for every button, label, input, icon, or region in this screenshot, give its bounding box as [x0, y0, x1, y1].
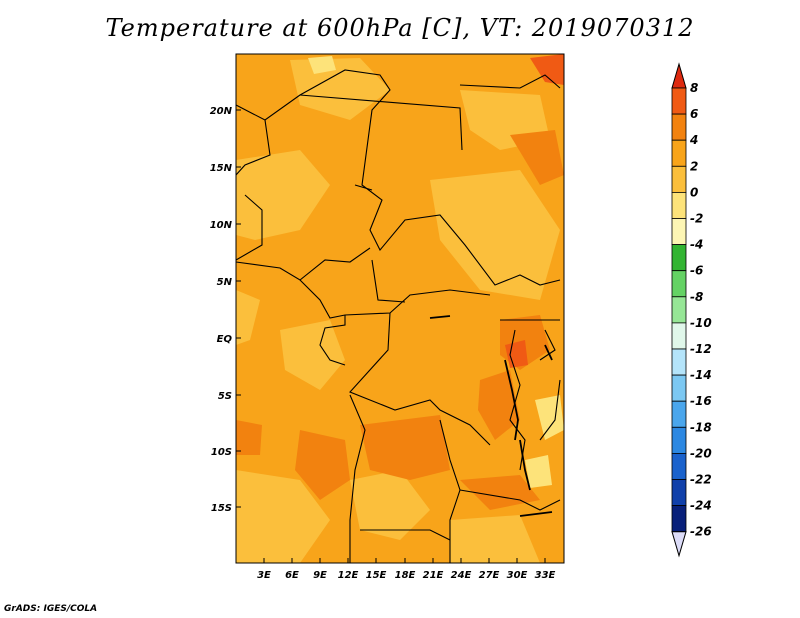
temp-band-2-4 [236, 130, 564, 510]
lat-label: 10N [210, 220, 233, 231]
colorbar-segment [671, 139, 687, 167]
colorbar-label: -24 [690, 499, 712, 513]
colorbar-segment [671, 191, 687, 219]
colorbar-label: 0 [690, 185, 698, 199]
temp-band-0-2 [236, 58, 560, 563]
map-frame [235, 53, 565, 564]
colorbar-segment [671, 113, 687, 141]
lon-label: 9E [313, 570, 327, 581]
colorbar-segment [671, 87, 687, 115]
lon-label: 3E [257, 570, 271, 581]
lon-label: 27E [479, 570, 500, 581]
country-borders [236, 69, 561, 563]
colorbar-label: -18 [690, 420, 712, 434]
lat-label: 15N [210, 163, 233, 174]
lat-label: EQ [217, 334, 233, 345]
lon-label: 21E [423, 570, 444, 581]
colorbar-label: -8 [690, 290, 703, 304]
colorbar-segment [671, 165, 687, 193]
colorbar-label: 4 [689, 133, 698, 147]
colorbar-segment [671, 270, 687, 298]
colorbar-label: -26 [690, 525, 712, 539]
lat-label: 20N [210, 106, 233, 117]
colorbar-label: -20 [690, 446, 712, 460]
colorbar-label: -10 [690, 316, 712, 330]
colorbar-label: -6 [690, 264, 703, 278]
map-title: Temperature at 600hPa [C], VT: 201907031… [105, 14, 695, 42]
colorbar-label: 8 [690, 81, 698, 95]
lon-label: 30E [507, 570, 528, 581]
colorbar-segment [671, 452, 687, 480]
colorbar-segment [671, 218, 687, 246]
colorbar-label: -22 [690, 473, 712, 487]
lon-label: 24E [451, 570, 472, 581]
colorbar-label: 6 [690, 107, 698, 121]
colorbar-segment [671, 296, 687, 324]
colorbar-segment [671, 322, 687, 350]
colorbar-segment [671, 426, 687, 454]
colorbar-segment [671, 400, 687, 428]
lon-label: 15E [366, 570, 387, 581]
colorbar-segment [671, 374, 687, 402]
colorbar-label: 2 [690, 159, 698, 173]
colorbar-label: -4 [690, 238, 703, 252]
colorbar-label: -16 [690, 394, 712, 408]
lon-axis: 3E 6E 9E 12E 15E 18E 21E 24E 27E 30E 33E [257, 570, 555, 581]
map-panel [236, 54, 564, 563]
colorbar-label: -2 [690, 212, 703, 226]
lon-label: 12E [338, 570, 359, 581]
lon-label: 6E [285, 570, 299, 581]
lat-axis: 20N 15N 10N 5N EQ 5S 10S 15S [210, 106, 233, 514]
lon-label: 33E [535, 570, 556, 581]
colorbar-segment [671, 244, 687, 272]
lat-label: 5S [218, 391, 232, 402]
lakes-and-coast [429, 315, 553, 517]
lat-label: 5N [217, 277, 233, 288]
colorbar-label: -14 [690, 368, 712, 382]
grads-credit: GrADS: IGES/COLA [4, 604, 98, 614]
lat-label: 10S [211, 447, 232, 458]
colorbar-label: -12 [690, 342, 712, 356]
colorbar-segment [671, 348, 687, 376]
lat-label: 15S [211, 503, 232, 514]
lon-label: 18E [395, 570, 416, 581]
colorbar-segment [671, 505, 687, 533]
colorbar: 8 6 4 2 0 -2 -4 -6 -8 -10 -12 -14 -16 -18 -20 -22 -24 -26 [671, 62, 712, 558]
colorbar-bottom-arrow [671, 531, 687, 558]
colorbar-segment [671, 479, 687, 507]
colorbar-top-arrow [671, 62, 687, 89]
frame-ticks [236, 109, 546, 563]
temp-band-4-6 [505, 54, 564, 368]
